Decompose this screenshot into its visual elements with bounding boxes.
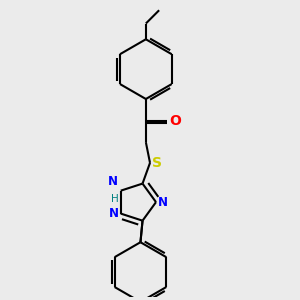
- Text: O: O: [169, 114, 181, 128]
- Text: H: H: [110, 194, 118, 204]
- Text: N: N: [108, 175, 118, 188]
- Text: N: N: [109, 207, 119, 220]
- Text: N: N: [158, 196, 168, 208]
- Text: S: S: [152, 156, 163, 170]
